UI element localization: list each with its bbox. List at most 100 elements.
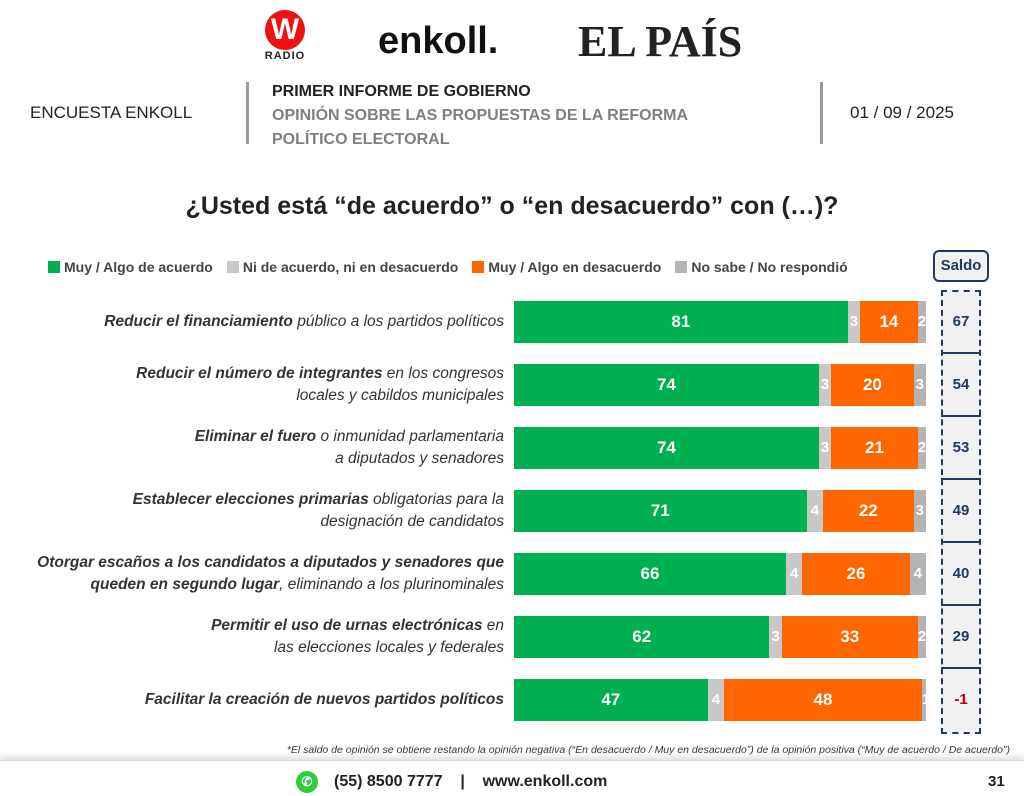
bar-segment-agree: 74 bbox=[514, 364, 819, 406]
logos: W RADIO enkoll. EL PAÍS bbox=[0, 6, 1024, 66]
page-number: 31 bbox=[988, 773, 1005, 790]
saldo-value: 49 bbox=[952, 502, 970, 519]
survey-label: ENCUESTA ENKOLL bbox=[30, 103, 193, 122]
bar-segment-agree: 74 bbox=[514, 427, 819, 469]
category-label-text: en los congresos bbox=[382, 365, 504, 382]
w-radio-logo: W RADIO bbox=[250, 10, 320, 68]
whatsapp-icon: ✆ bbox=[296, 771, 318, 793]
website-link[interactable]: www.enkoll.com bbox=[482, 773, 608, 791]
category-label-text: las elecciones locales y federales bbox=[273, 639, 504, 656]
footnote: *El saldo de opinión se obtiene restando… bbox=[286, 744, 1010, 756]
category-label: Reducir el número de integrantes en los … bbox=[4, 363, 504, 407]
bar-segment-agree: 66 bbox=[514, 553, 786, 595]
legend-item: Muy / Algo de acuerdo bbox=[48, 259, 213, 275]
legend-item: Ni de acuerdo, ni en desacuerdo bbox=[226, 259, 458, 275]
bar-segment-disagree: 22 bbox=[823, 490, 914, 532]
category-label-line: Reducir el número de integrantes en los … bbox=[4, 363, 504, 385]
divider bbox=[820, 82, 823, 144]
category-label-text: Facilitar la creación de nuevos partidos… bbox=[144, 691, 504, 708]
bar-segment-disagree: 33 bbox=[781, 616, 918, 658]
saldo-value: 54 bbox=[952, 376, 970, 393]
legend-swatch bbox=[675, 261, 688, 273]
saldo-value: 53 bbox=[952, 439, 970, 456]
category-label-text: en bbox=[482, 617, 504, 634]
bar-segment-disagree: 20 bbox=[831, 364, 914, 406]
saldo-header: Saldo bbox=[933, 250, 989, 282]
report-subtitle: OPINIÓN SOBRE LAS PROPUESTAS DE LA REFOR… bbox=[272, 107, 689, 124]
bar-segment-disagree: 21 bbox=[831, 427, 918, 469]
category-label-text: Establecer elecciones primarias bbox=[132, 491, 369, 508]
category-label-line: locales y cabildos municipales bbox=[4, 385, 504, 407]
bar-segment-neutral: 4 bbox=[806, 490, 823, 532]
saldo-divider bbox=[941, 352, 981, 354]
bar-segment-no-answer: 3 bbox=[913, 364, 926, 406]
bar-segment-neutral: 4 bbox=[785, 553, 803, 595]
w-logo-mark: W bbox=[265, 10, 305, 50]
category-label-text: público a los partidos políticos bbox=[292, 313, 504, 330]
category-label-text: a diputados y senadores bbox=[335, 450, 504, 467]
category-label: Establecer elecciones primarias obligato… bbox=[4, 489, 504, 533]
saldo-column bbox=[941, 290, 981, 734]
bar-segment-no-answer: 4 bbox=[909, 553, 926, 595]
legend-swatch bbox=[48, 261, 60, 273]
bar-segment-disagree: 26 bbox=[802, 553, 910, 595]
el-pais-logo: EL PAÍS bbox=[578, 17, 743, 66]
bar-segment-agree: 62 bbox=[514, 616, 770, 658]
legend-item: Muy / Algo en desacuerdo bbox=[472, 259, 661, 275]
bar-segment-neutral: 3 bbox=[818, 364, 832, 406]
bar-segment-no-answer: 3 bbox=[913, 490, 926, 532]
bar-segment-neutral: 3 bbox=[818, 427, 832, 469]
saldo-divider bbox=[941, 478, 981, 480]
legend-label: Muy / Algo de acuerdo bbox=[64, 259, 213, 275]
saldo-value: 67 bbox=[952, 313, 970, 330]
category-label-line: queden en segundo lugar, eliminando a lo… bbox=[4, 574, 504, 596]
category-label: Reducir el financiamiento público a los … bbox=[4, 311, 504, 333]
bar-segment-neutral: 4 bbox=[707, 679, 725, 721]
saldo-divider bbox=[941, 667, 981, 669]
chart-title: ¿Usted está “de acuerdo” o “en desacuerd… bbox=[185, 192, 839, 220]
bar-segment-no-answer: 1 bbox=[921, 679, 926, 721]
w-logo-sub: RADIO bbox=[264, 50, 306, 62]
category-label-line: designación de candidatos bbox=[4, 511, 504, 533]
category-label-line: Otorgar escaños a los candidatos a diput… bbox=[4, 552, 504, 574]
bar-segment-no-answer: 2 bbox=[917, 616, 926, 658]
report-title: PRIMER INFORME DE GOBIERNO bbox=[272, 83, 531, 100]
category-label-text: Reducir el número de integrantes bbox=[136, 365, 383, 382]
saldo-value: 40 bbox=[952, 565, 970, 582]
category-label-line: a diputados y senadores bbox=[4, 448, 504, 470]
saldo-divider bbox=[941, 415, 981, 417]
category-label-text: designación de candidatos bbox=[320, 513, 504, 530]
bar-segment-agree: 81 bbox=[514, 301, 848, 343]
legend-swatch bbox=[226, 261, 239, 273]
category-label-line: Facilitar la creación de nuevos partidos… bbox=[4, 689, 504, 711]
category-label: Permitir el uso de urnas electrónicas en… bbox=[4, 615, 504, 659]
bar-segment-agree: 71 bbox=[514, 490, 807, 532]
saldo-divider bbox=[941, 541, 981, 543]
legend: Muy / Algo de acuerdo Ni de acuerdo, ni e… bbox=[48, 259, 848, 275]
category-label-line: Eliminar el fuero o inmunidad parlamenta… bbox=[4, 426, 504, 448]
bar-segment-no-answer: 2 bbox=[917, 427, 926, 469]
category-label-text: obligatorias para la bbox=[368, 491, 504, 508]
category-label-line: Reducir el financiamiento público a los … bbox=[4, 311, 504, 333]
legend-label: No sabe / No respondió bbox=[691, 259, 848, 275]
bar-segment-no-answer: 2 bbox=[917, 301, 926, 343]
phone: (55) 8500 7777 bbox=[334, 773, 443, 791]
category-label-text: queden en segundo lugar bbox=[90, 576, 280, 593]
legend-swatch bbox=[472, 261, 485, 273]
legend-item: No sabe / No respondió bbox=[675, 259, 848, 275]
contact-info: ✆ (55) 8500 7777 | www.enkoll.com bbox=[296, 771, 607, 793]
bar-segment-disagree: 14 bbox=[860, 301, 918, 343]
saldo-value: 29 bbox=[952, 628, 970, 645]
bar-segment-neutral: 3 bbox=[847, 301, 861, 343]
category-label-text: Otorgar escaños a los candidatos a diput… bbox=[37, 554, 504, 571]
bar-segment-neutral: 3 bbox=[769, 616, 782, 658]
bar-segment-disagree: 48 bbox=[724, 679, 922, 721]
bar-segment-agree: 47 bbox=[514, 679, 708, 721]
report-date: 01 / 09 / 2025 bbox=[850, 103, 954, 122]
report-subtitle-2: POLÍTICO ELECTORAL bbox=[272, 131, 450, 148]
divider bbox=[246, 82, 249, 144]
saldo-divider bbox=[941, 604, 981, 606]
category-label-text: o inmunidad parlamentaria bbox=[316, 428, 504, 445]
separator: | bbox=[460, 773, 465, 791]
saldo-value: -1 bbox=[954, 691, 968, 708]
